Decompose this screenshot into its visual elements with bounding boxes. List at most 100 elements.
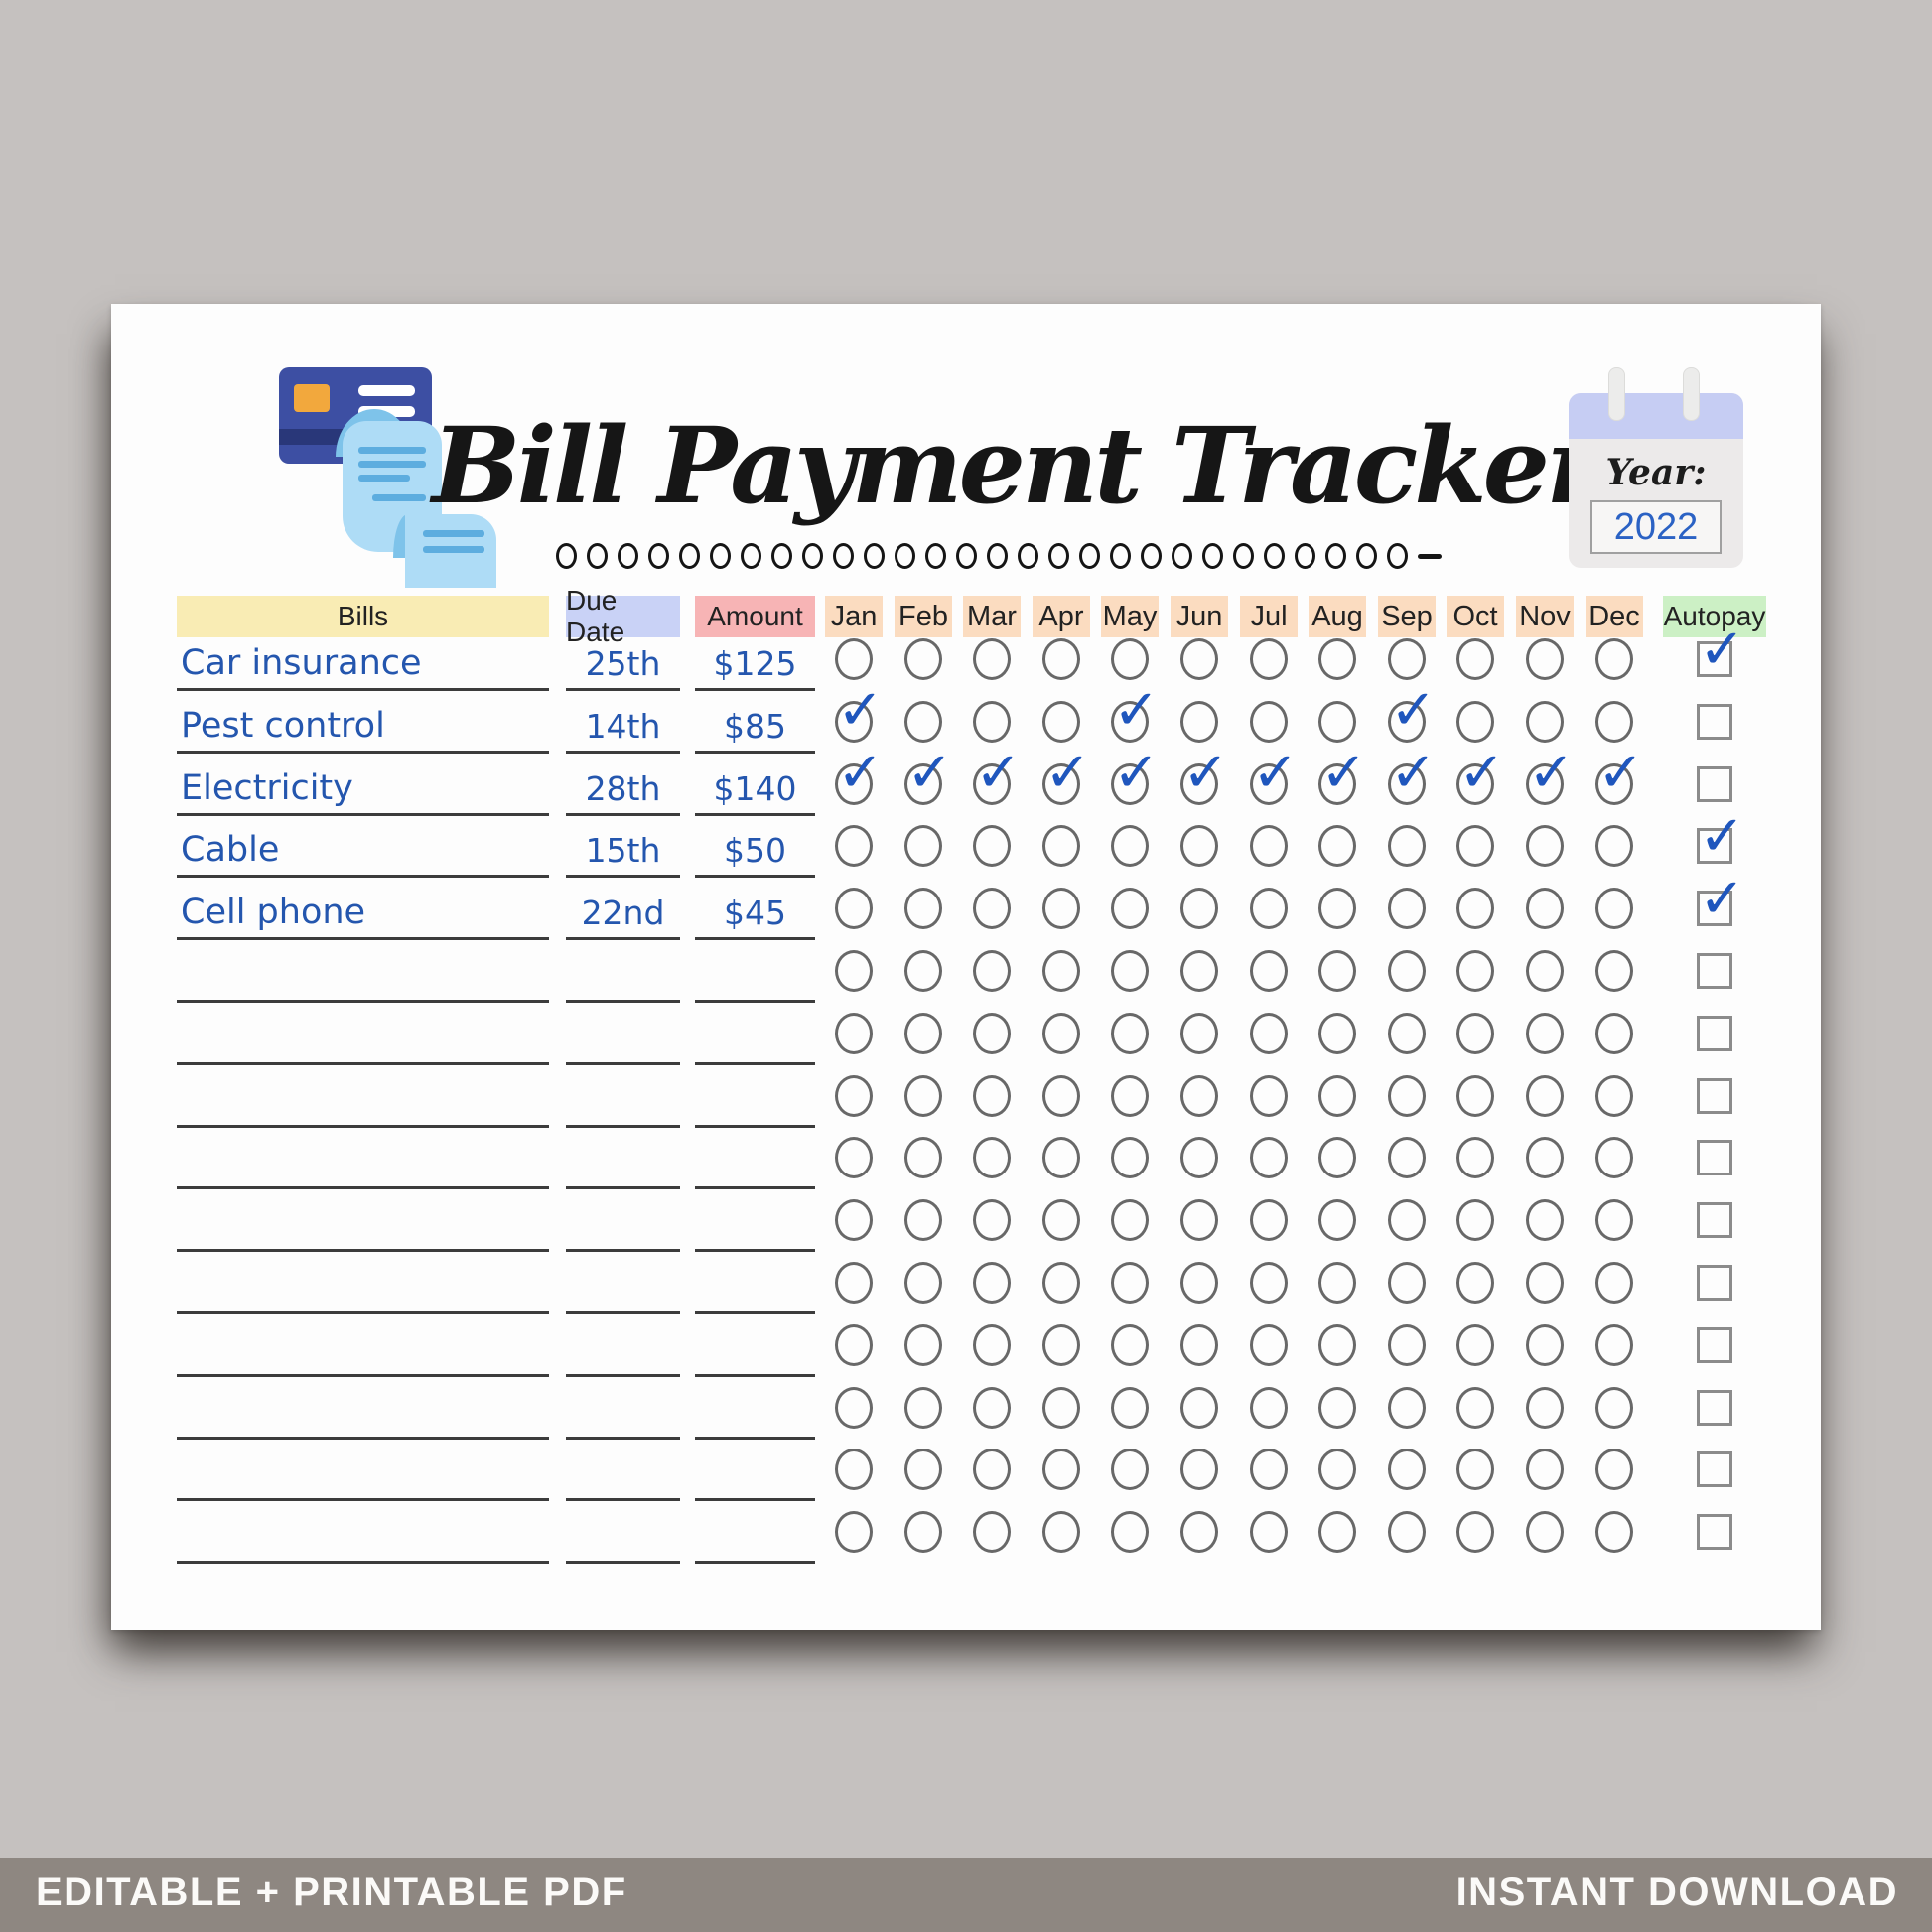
bill-name-field-row2[interactable] <box>177 751 549 754</box>
payment-circle-jul-row11[interactable] <box>1250 1262 1288 1304</box>
bill-name-field-row3[interactable] <box>177 813 549 816</box>
due-date-field-row3[interactable] <box>566 813 680 816</box>
payment-circle-aug-row2[interactable] <box>1318 701 1356 743</box>
payment-circle-may-row13[interactable] <box>1111 1387 1149 1429</box>
payment-circle-nov-row12[interactable] <box>1526 1324 1564 1366</box>
due-date-field-row9[interactable] <box>566 1186 680 1189</box>
payment-circle-nov-row6[interactable] <box>1526 950 1564 992</box>
payment-circle-oct-row10[interactable] <box>1456 1199 1494 1241</box>
payment-circle-aug-row15[interactable] <box>1318 1511 1356 1553</box>
payment-circle-apr-row10[interactable] <box>1042 1199 1080 1241</box>
payment-circle-apr-row2[interactable] <box>1042 701 1080 743</box>
payment-circle-feb-row11[interactable] <box>904 1262 942 1304</box>
payment-circle-nov-row13[interactable] <box>1526 1387 1564 1429</box>
amount-field-row14[interactable] <box>695 1498 815 1501</box>
payment-circle-jun-row5[interactable] <box>1180 888 1218 929</box>
bill-name-field-row12[interactable] <box>177 1374 549 1377</box>
payment-circle-dec-row4[interactable] <box>1595 825 1633 867</box>
payment-circle-aug-row13[interactable] <box>1318 1387 1356 1429</box>
payment-circle-oct-row1[interactable] <box>1456 638 1494 680</box>
amount-field-row10[interactable] <box>695 1249 815 1252</box>
payment-circle-may-row9[interactable] <box>1111 1137 1149 1178</box>
payment-circle-sep-row6[interactable] <box>1388 950 1426 992</box>
payment-circle-mar-row3[interactable] <box>973 763 1011 805</box>
payment-circle-jun-row1[interactable] <box>1180 638 1218 680</box>
payment-circle-sep-row12[interactable] <box>1388 1324 1426 1366</box>
amount-field-row12[interactable] <box>695 1374 815 1377</box>
payment-circle-oct-row6[interactable] <box>1456 950 1494 992</box>
bill-name-field-row5[interactable] <box>177 937 549 940</box>
payment-circle-mar-row10[interactable] <box>973 1199 1011 1241</box>
payment-circle-aug-row14[interactable] <box>1318 1449 1356 1490</box>
payment-circle-dec-row10[interactable] <box>1595 1199 1633 1241</box>
payment-circle-sep-row5[interactable] <box>1388 888 1426 929</box>
payment-circle-feb-row3[interactable] <box>904 763 942 805</box>
payment-circle-apr-row13[interactable] <box>1042 1387 1080 1429</box>
payment-circle-feb-row2[interactable] <box>904 701 942 743</box>
payment-circle-nov-row8[interactable] <box>1526 1075 1564 1117</box>
payment-circle-aug-row6[interactable] <box>1318 950 1356 992</box>
bill-name-field-row8[interactable] <box>177 1125 549 1128</box>
payment-circle-oct-row13[interactable] <box>1456 1387 1494 1429</box>
payment-circle-oct-row15[interactable] <box>1456 1511 1494 1553</box>
payment-circle-jul-row5[interactable] <box>1250 888 1288 929</box>
payment-circle-may-row7[interactable] <box>1111 1013 1149 1054</box>
payment-circle-jun-row7[interactable] <box>1180 1013 1218 1054</box>
payment-circle-jan-row7[interactable] <box>835 1013 873 1054</box>
autopay-checkbox-row3[interactable] <box>1697 766 1732 802</box>
autopay-checkbox-row12[interactable] <box>1697 1327 1732 1363</box>
payment-circle-mar-row2[interactable] <box>973 701 1011 743</box>
payment-circle-oct-row2[interactable] <box>1456 701 1494 743</box>
payment-circle-jan-row11[interactable] <box>835 1262 873 1304</box>
payment-circle-may-row5[interactable] <box>1111 888 1149 929</box>
payment-circle-jul-row9[interactable] <box>1250 1137 1288 1178</box>
payment-circle-sep-row8[interactable] <box>1388 1075 1426 1117</box>
payment-circle-oct-row3[interactable] <box>1456 763 1494 805</box>
payment-circle-sep-row11[interactable] <box>1388 1262 1426 1304</box>
payment-circle-mar-row4[interactable] <box>973 825 1011 867</box>
payment-circle-dec-row1[interactable] <box>1595 638 1633 680</box>
payment-circle-jul-row12[interactable] <box>1250 1324 1288 1366</box>
payment-circle-jul-row1[interactable] <box>1250 638 1288 680</box>
payment-circle-may-row15[interactable] <box>1111 1511 1149 1553</box>
payment-circle-dec-row3[interactable] <box>1595 763 1633 805</box>
payment-circle-aug-row9[interactable] <box>1318 1137 1356 1178</box>
payment-circle-mar-row14[interactable] <box>973 1449 1011 1490</box>
autopay-checkbox-row6[interactable] <box>1697 953 1732 989</box>
payment-circle-sep-row15[interactable] <box>1388 1511 1426 1553</box>
payment-circle-aug-row5[interactable] <box>1318 888 1356 929</box>
payment-circle-mar-row6[interactable] <box>973 950 1011 992</box>
payment-circle-apr-row12[interactable] <box>1042 1324 1080 1366</box>
due-date-field-row10[interactable] <box>566 1249 680 1252</box>
payment-circle-dec-row14[interactable] <box>1595 1449 1633 1490</box>
autopay-checkbox-row8[interactable] <box>1697 1078 1732 1114</box>
due-date-field-row1[interactable] <box>566 688 680 691</box>
payment-circle-jun-row10[interactable] <box>1180 1199 1218 1241</box>
payment-circle-jun-row13[interactable] <box>1180 1387 1218 1429</box>
payment-circle-feb-row13[interactable] <box>904 1387 942 1429</box>
payment-circle-oct-row8[interactable] <box>1456 1075 1494 1117</box>
payment-circle-nov-row5[interactable] <box>1526 888 1564 929</box>
payment-circle-jul-row4[interactable] <box>1250 825 1288 867</box>
autopay-checkbox-row7[interactable] <box>1697 1016 1732 1051</box>
payment-circle-sep-row13[interactable] <box>1388 1387 1426 1429</box>
payment-circle-dec-row11[interactable] <box>1595 1262 1633 1304</box>
due-date-field-row7[interactable] <box>566 1062 680 1065</box>
payment-circle-feb-row6[interactable] <box>904 950 942 992</box>
payment-circle-jul-row10[interactable] <box>1250 1199 1288 1241</box>
payment-circle-mar-row7[interactable] <box>973 1013 1011 1054</box>
payment-circle-jun-row14[interactable] <box>1180 1449 1218 1490</box>
payment-circle-nov-row2[interactable] <box>1526 701 1564 743</box>
payment-circle-feb-row1[interactable] <box>904 638 942 680</box>
payment-circle-nov-row7[interactable] <box>1526 1013 1564 1054</box>
payment-circle-apr-row1[interactable] <box>1042 638 1080 680</box>
payment-circle-nov-row11[interactable] <box>1526 1262 1564 1304</box>
amount-field-row4[interactable] <box>695 875 815 878</box>
payment-circle-dec-row2[interactable] <box>1595 701 1633 743</box>
payment-circle-apr-row8[interactable] <box>1042 1075 1080 1117</box>
payment-circle-dec-row8[interactable] <box>1595 1075 1633 1117</box>
payment-circle-mar-row12[interactable] <box>973 1324 1011 1366</box>
autopay-checkbox-row13[interactable] <box>1697 1390 1732 1426</box>
payment-circle-may-row11[interactable] <box>1111 1262 1149 1304</box>
amount-field-row2[interactable] <box>695 751 815 754</box>
